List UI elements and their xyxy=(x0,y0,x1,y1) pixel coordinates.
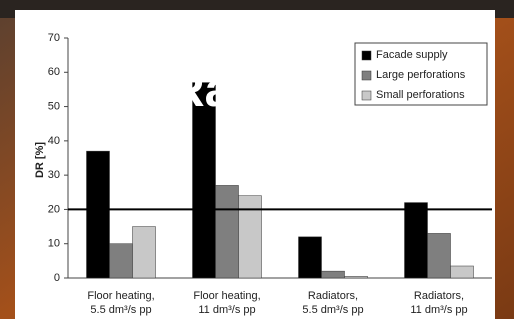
x-tick-label: 11 dm³/s pp xyxy=(410,304,467,316)
legend-swatch xyxy=(362,51,371,60)
y-tick-label: 50 xyxy=(48,100,60,112)
bar xyxy=(216,185,239,278)
bar xyxy=(428,233,451,278)
y-tick-label: 10 xyxy=(48,238,60,250)
y-tick-label: 20 xyxy=(48,203,60,215)
bar xyxy=(322,271,345,278)
x-tick-label: 5.5 dm³/s pp xyxy=(90,304,151,316)
overlay-title: Ra xyxy=(170,64,232,117)
bar xyxy=(87,151,110,278)
bar xyxy=(451,266,474,278)
y-tick-label: 70 xyxy=(48,32,60,44)
y-tick-label: 40 xyxy=(48,135,60,147)
x-tick-label: Floor heating, xyxy=(87,290,154,302)
x-tick-label: 5.5 dm³/s pp xyxy=(302,304,363,316)
screenshot: DR [%] 0 10 20 30 40 50 60 70 Floor heating, 5.5 … xyxy=(0,0,514,319)
bar xyxy=(133,227,156,278)
bar xyxy=(299,237,322,278)
legend-swatch xyxy=(362,91,371,100)
x-tick-label: Radiators, xyxy=(308,290,358,302)
legend-label: Facade supply xyxy=(376,49,448,61)
y-tick-label: 30 xyxy=(48,169,60,181)
bar xyxy=(239,196,262,278)
x-tick-label: 11 dm³/s pp xyxy=(198,304,255,316)
legend-swatch xyxy=(362,71,371,80)
bar xyxy=(110,244,133,278)
x-tick-label: Radiators, xyxy=(414,290,464,302)
overlay-title: Draught xyxy=(170,6,354,59)
bar xyxy=(405,203,428,278)
legend-label: Large perforations xyxy=(376,69,466,81)
x-tick-label: Floor heating, xyxy=(193,290,260,302)
legend-label: Small perforations xyxy=(376,89,465,101)
y-tick-label: 60 xyxy=(48,66,60,78)
bar xyxy=(345,276,368,278)
y-axis-label: DR [%] xyxy=(34,142,46,178)
y-tick-label: 0 xyxy=(54,272,60,284)
